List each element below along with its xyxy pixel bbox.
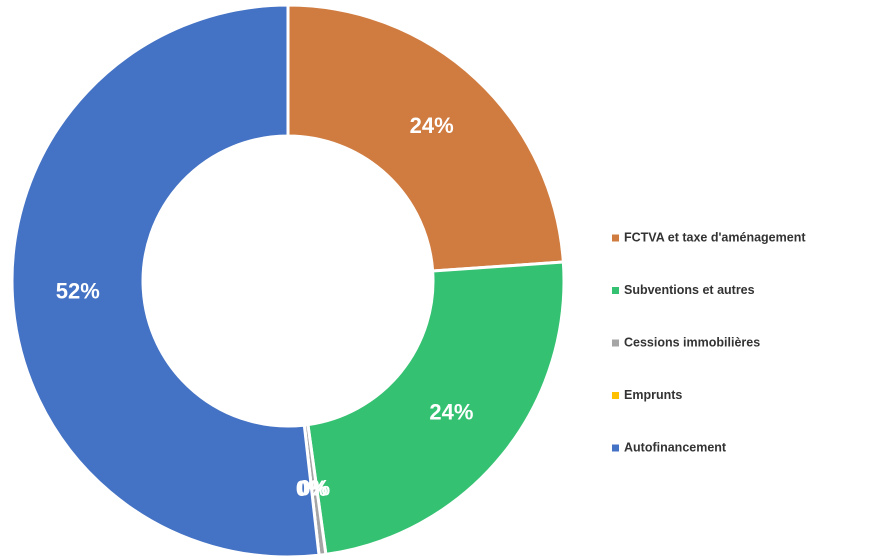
legend-swatch <box>612 287 619 294</box>
donut-slice <box>306 260 566 557</box>
legend-swatch <box>612 234 619 242</box>
legend-label: Autofinancement <box>624 440 727 454</box>
data-label: 0% <box>298 476 330 501</box>
legend-label: Cessions immobilières <box>624 335 760 349</box>
legend-label: Emprunts <box>624 388 682 402</box>
legend-swatch <box>612 444 619 452</box>
donut-slice <box>286 3 565 273</box>
legend-label: Subventions et autres <box>624 283 755 297</box>
data-label: 24% <box>410 113 454 138</box>
data-label: 24% <box>429 400 473 425</box>
data-label: 52% <box>56 279 100 304</box>
legend-swatch <box>612 392 619 399</box>
donut-slice <box>10 3 321 558</box>
legend-label: FCTVA et taxe d'aménagement <box>624 230 806 244</box>
data-label: 0% <box>296 476 328 501</box>
legend-swatch <box>612 339 619 347</box>
